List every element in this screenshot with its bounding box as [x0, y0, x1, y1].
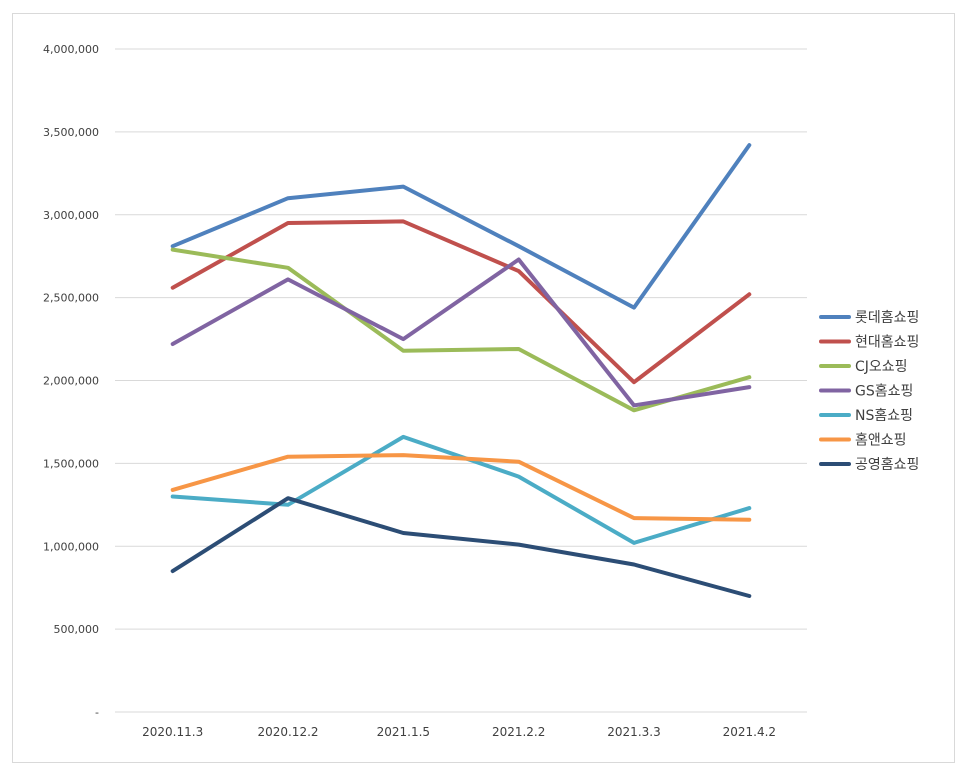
series-line: [170, 257, 752, 408]
legend-item: CJ오쇼핑: [819, 359, 908, 375]
legend-label: NS홈쇼핑: [855, 408, 913, 424]
legend-label: 공영홈쇼핑: [855, 457, 919, 473]
x-tick-label: 2021.1.5: [377, 725, 430, 739]
x-tick-label: 2021.4.2: [723, 725, 776, 739]
y-axis-tick-labels: - 500,000 1,000,000 1,500,000 2,000,000 2,500…: [43, 43, 99, 719]
gridlines: [115, 48, 807, 713]
series-line: [170, 453, 752, 522]
y-tick-label: 4,000,000: [43, 43, 99, 56]
y-tick-label: 2,500,000: [43, 292, 99, 305]
series-line: [170, 434, 752, 545]
y-tick-label: 500,000: [54, 623, 100, 636]
legend-item: GS홈쇼핑: [819, 384, 913, 400]
y-tick-label: 1,500,000: [43, 457, 99, 470]
series-line: [170, 247, 752, 413]
series-line: [170, 496, 752, 598]
legend-item: NS홈쇼핑: [819, 408, 913, 424]
y-tick-label: -: [95, 706, 99, 719]
legend-label: GS홈쇼핑: [855, 384, 913, 400]
y-tick-label: 1,000,000: [43, 540, 99, 553]
legend-label: 현대홈쇼핑: [855, 335, 919, 351]
legend-item: 롯데홈쇼핑: [819, 310, 919, 326]
x-tick-label: 2021.2.2: [492, 725, 545, 739]
y-tick-label: 3,000,000: [43, 209, 99, 222]
legend-label: CJ오쇼핑: [855, 359, 908, 375]
y-tick-label: 2,000,000: [43, 375, 99, 388]
legend-item: 현대홈쇼핑: [819, 335, 919, 351]
series-lines: [170, 143, 752, 598]
x-axis-tick-labels: 2020.11.3 2020.12.2 2021.1.5 2021.2.2 2021.3…: [142, 725, 776, 739]
y-tick-label: 3,500,000: [43, 126, 99, 139]
x-tick-label: 2020.12.2: [257, 725, 318, 739]
legend-label: 홈앤쇼핑: [855, 433, 907, 449]
legend-label: 롯데홈쇼핑: [855, 310, 919, 326]
legend-item: 공영홈쇼핑: [819, 457, 919, 473]
legend-item: 홈앤쇼핑: [819, 433, 907, 449]
x-tick-label: 2021.3.3: [607, 725, 660, 739]
series-line: [170, 219, 752, 385]
series-line: [170, 143, 752, 310]
chart-area: - 500,000 1,000,000 1,500,000 2,000,000 2,500…: [12, 13, 955, 763]
line-chart: - 500,000 1,000,000 1,500,000 2,000,000 2,500…: [43, 43, 919, 739]
x-tick-label: 2020.11.3: [142, 725, 203, 739]
